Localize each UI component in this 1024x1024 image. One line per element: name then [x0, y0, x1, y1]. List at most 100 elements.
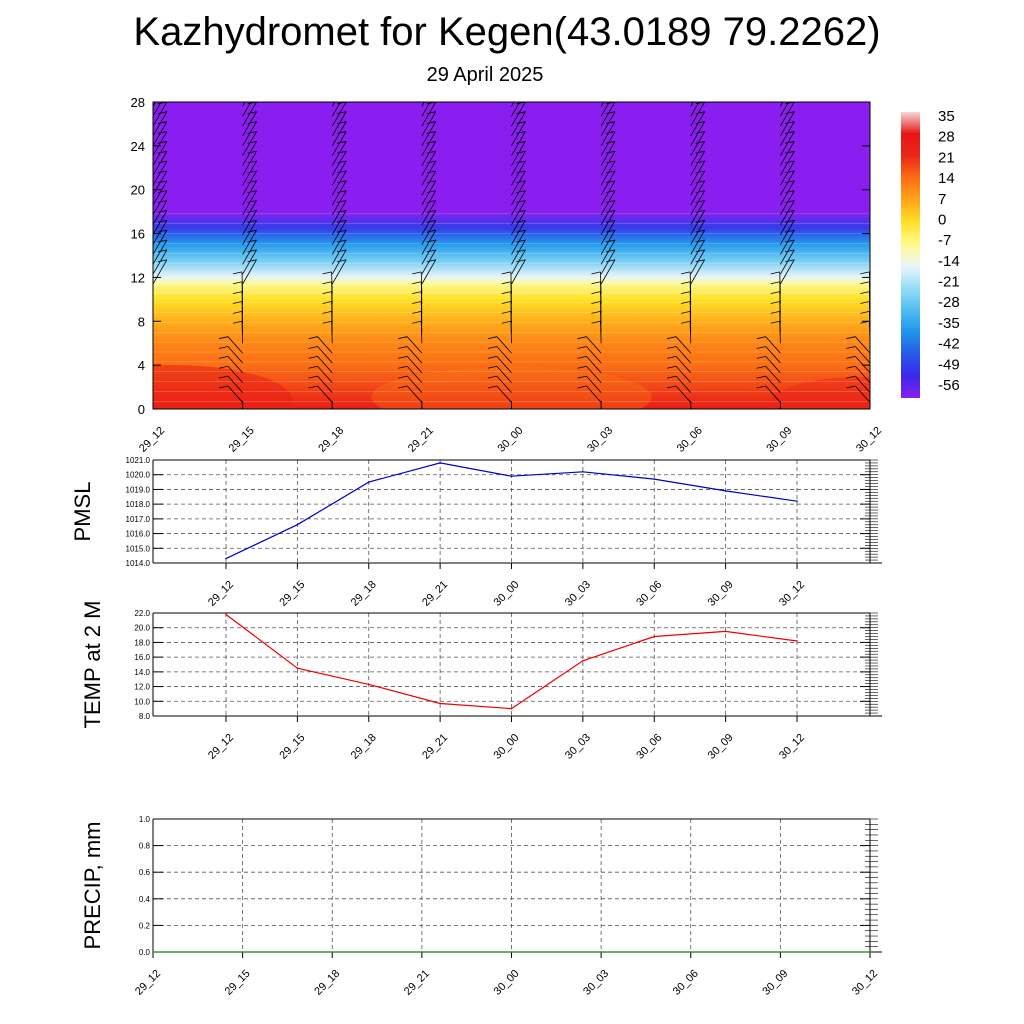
- barb-flag: [875, 250, 884, 252]
- colorbar-label: -56: [938, 377, 960, 394]
- barb-flag: [516, 150, 526, 154]
- barb-flag: [695, 111, 705, 115]
- barb-staff: [780, 102, 790, 117]
- colorbar-label: -35: [938, 315, 960, 332]
- barb-staff: [690, 180, 706, 206]
- precip-point: [152, 951, 154, 953]
- barb-flag: [875, 82, 884, 84]
- barb-flag: [247, 170, 257, 174]
- barb-staff: [780, 121, 795, 147]
- barb-flag: [247, 259, 257, 263]
- wind-barb: [690, 219, 706, 245]
- barb-flag: [875, 92, 884, 94]
- wind-barb: [421, 150, 437, 176]
- barb-staff: [869, 164, 870, 166]
- barb-staff: [765, 356, 781, 374]
- wind-barb: [600, 249, 616, 275]
- wind-barb: [869, 191, 884, 215]
- wind-barb: [869, 92, 884, 117]
- y-tick-label: 20.0: [134, 624, 150, 633]
- barb-flag: [337, 140, 347, 144]
- wind-barb: [398, 356, 423, 374]
- y-tick-label: 28: [131, 95, 145, 110]
- warm-area: [770, 377, 870, 409]
- pmsl-point: [225, 557, 227, 560]
- barb-staff: [780, 131, 795, 156]
- barb-flag: [501, 310, 511, 314]
- barb-flag: [516, 190, 526, 194]
- barb-staff: [511, 102, 521, 117]
- barb-flag: [427, 92, 436, 94]
- wind-barb: [577, 385, 602, 403]
- barb-flag: [785, 180, 795, 184]
- barb-staff: [153, 401, 154, 403]
- wind-barb: [331, 180, 347, 206]
- x-tick-label: 29_21: [406, 425, 436, 455]
- barb-flag: [412, 291, 422, 295]
- barb-staff: [317, 366, 333, 383]
- barb-flag: [667, 346, 677, 349]
- barb-flag: [756, 375, 766, 379]
- barb-staff: [510, 271, 512, 294]
- barb-staff: [511, 220, 526, 245]
- wind-barb: [770, 271, 781, 294]
- wind-barb: [487, 375, 512, 393]
- barb-flag: [785, 219, 795, 223]
- wind-barb: [780, 219, 795, 245]
- barb-staff: [421, 190, 437, 216]
- barb-flag: [605, 131, 616, 134]
- precip-panel: 0.0 0.2 0.4 0.6 0.8 1.0 29_12 29_15 29_18 29_21 30…: [80, 815, 882, 998]
- barb-flag: [785, 249, 795, 253]
- barb-flag: [247, 200, 257, 203]
- barb-flag: [695, 219, 705, 223]
- precip-point: [421, 951, 423, 953]
- barb-staff: [780, 220, 795, 245]
- pmsl-panel: 1014.0 1015.0 1016.0 1017.0 1018.0 1019.0 1020…: [70, 456, 882, 609]
- barb-flag: [846, 336, 856, 340]
- wind-barb: [242, 190, 257, 216]
- barb-staff: [227, 385, 243, 403]
- x-tick-label: 29_12: [133, 968, 163, 998]
- wind-barb: [242, 170, 257, 196]
- barb-flag: [322, 291, 332, 295]
- barb-flag: [157, 200, 168, 203]
- barb-flag: [696, 92, 705, 94]
- barb-staff: [765, 375, 781, 393]
- barb-flag: [337, 249, 347, 253]
- wind-barb: [331, 209, 347, 235]
- wind-barb: [600, 140, 616, 166]
- barb-staff: [690, 121, 706, 147]
- barb-flag: [875, 191, 884, 193]
- barb-staff: [153, 190, 168, 216]
- y-tick-label: 1.0: [139, 815, 151, 824]
- barb-flag: [846, 365, 856, 369]
- wind-barb: [667, 375, 692, 393]
- barb-flag: [412, 320, 422, 324]
- wind-barb: [756, 375, 781, 393]
- barb-staff: [600, 111, 616, 137]
- barb-flag: [247, 190, 257, 194]
- barb-flag: [516, 92, 525, 94]
- barb-staff: [331, 180, 347, 206]
- wind-barb: [511, 190, 526, 216]
- barb-staff: [242, 141, 257, 166]
- barb-flag: [770, 281, 780, 285]
- barb-flag: [337, 111, 347, 115]
- barb-flag: [606, 82, 615, 84]
- barb-flag: [875, 220, 884, 222]
- barb-staff: [765, 366, 781, 383]
- barb-staff: [511, 141, 526, 166]
- barb-flag: [605, 150, 616, 154]
- wind-barb: [869, 233, 870, 235]
- wind-barb: [869, 220, 884, 245]
- barb-staff: [496, 336, 512, 354]
- y-tick-label: 16.0: [134, 653, 150, 662]
- barb-staff: [600, 131, 616, 156]
- wind-barb: [511, 180, 526, 206]
- wind-barb: [511, 209, 526, 235]
- barb-flag: [398, 346, 408, 349]
- barb-staff: [242, 249, 257, 275]
- barb-flag: [426, 121, 436, 124]
- wind-barb: [756, 346, 781, 364]
- barb-staff: [241, 271, 244, 294]
